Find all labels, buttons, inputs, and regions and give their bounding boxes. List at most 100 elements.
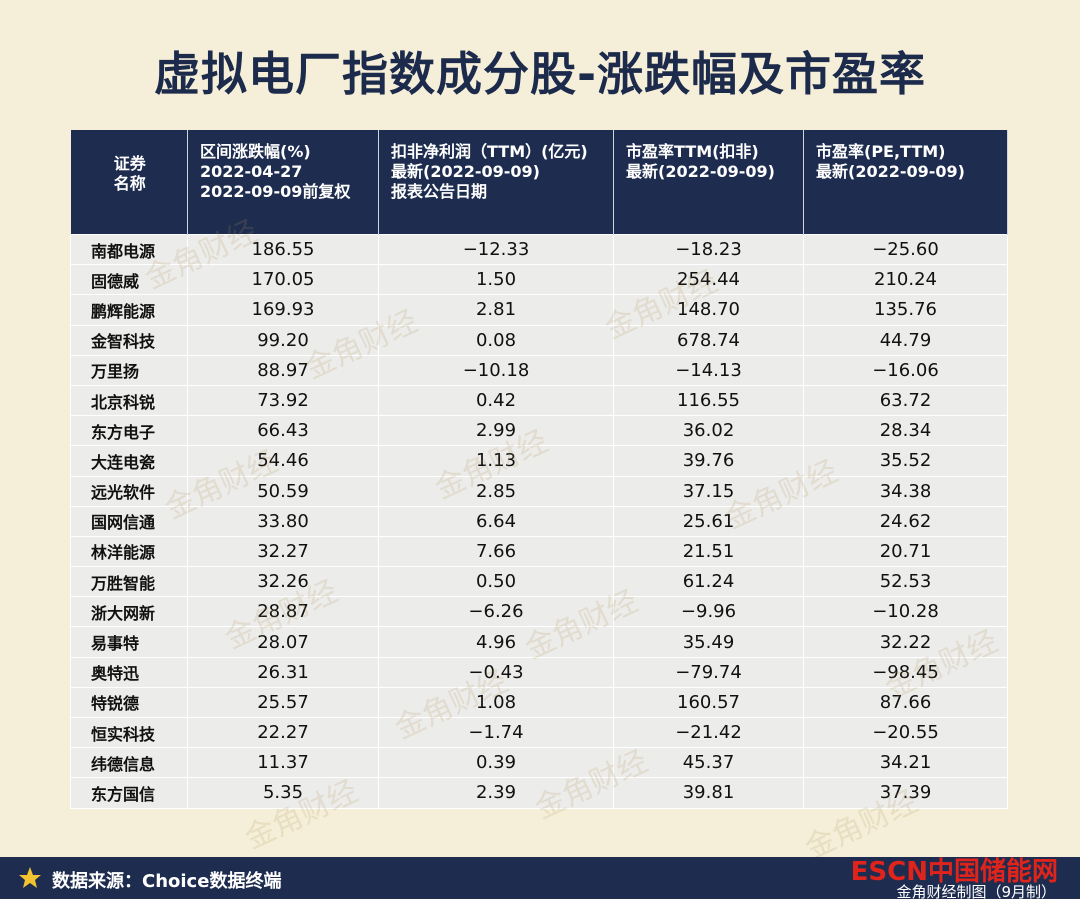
- table-row: 金智科技 99.20 0.08 678.74 44.79: [70, 324, 1008, 356]
- value-cell: −10.18: [378, 354, 614, 386]
- value-cell: 50.59: [187, 475, 379, 507]
- value-cell: 28.07: [187, 626, 379, 658]
- value-cell: −21.42: [613, 716, 804, 749]
- value-cell: 37.15: [613, 475, 804, 507]
- value-cell: 32.22: [803, 626, 1008, 658]
- name-cell: 金智科技: [70, 324, 188, 356]
- value-cell: 11.37: [187, 747, 379, 779]
- table-row: 国网信通 33.80 6.64 25.61 24.62: [70, 505, 1008, 537]
- value-cell: 32.26: [187, 566, 379, 598]
- header-line: 证券: [113, 154, 146, 173]
- value-cell: 44.79: [803, 324, 1008, 356]
- table-row: 东方国信 5.35 2.39 39.81 37.39: [70, 777, 1008, 809]
- footer: 数据来源：Choice数据终端 ESCN中国储能网 金角财经制图（9月制）: [0, 857, 1080, 899]
- value-cell: 135.76: [803, 294, 1008, 326]
- value-cell: 2.99: [378, 415, 614, 447]
- name-cell: 特锐德: [70, 686, 188, 719]
- header-line: 2022-09-09前复权: [200, 182, 351, 201]
- name-cell: 远光软件: [70, 475, 188, 507]
- table-row: 北京科锐 73.92 0.42 116.55 63.72: [70, 384, 1008, 417]
- value-cell: 148.70: [613, 294, 804, 326]
- name-cell: 易事特: [70, 626, 188, 658]
- source: 数据来源：Choice数据终端: [52, 871, 282, 892]
- header-line: 2022-04-27: [200, 162, 303, 181]
- header-line: 最新(2022-09-09): [816, 162, 965, 181]
- value-cell: 2.39: [378, 777, 614, 809]
- value-cell: 2.81: [378, 294, 614, 326]
- value-cell: −20.55: [803, 716, 1008, 749]
- logo: ESCN中国储能网: [850, 857, 1058, 887]
- name-cell: 奥特迅: [70, 656, 188, 688]
- value-cell: −6.26: [378, 596, 614, 628]
- value-cell: 24.62: [803, 505, 1008, 537]
- table-row: 奥特迅 26.31 −0.43 −79.74 −98.45: [70, 656, 1008, 688]
- table-row: 大连电瓷 54.46 1.13 39.76 35.52: [70, 445, 1008, 477]
- table-body: 南都电源 186.55 −12.33 −18.23 −25.60 固德威 170.05 1.5…: [70, 233, 1008, 809]
- name-cell: 大连电瓷: [70, 445, 188, 477]
- name-cell: 万胜智能: [70, 566, 188, 598]
- table-row: 恒实科技 22.27 −1.74 −21.42 −20.55: [70, 716, 1008, 749]
- value-cell: 210.24: [803, 264, 1008, 296]
- value-cell: 20.71: [803, 535, 1008, 568]
- value-cell: 35.49: [613, 626, 804, 658]
- value-cell: −12.33: [378, 233, 614, 266]
- value-cell: 0.39: [378, 747, 614, 779]
- table: 证券 名称 区间涨跌幅(%) 2022-04-27 2022-09-09前复权 扣非净利润…: [70, 130, 1008, 809]
- value-cell: 1.50: [378, 264, 614, 296]
- value-cell: −16.06: [803, 354, 1008, 386]
- name-cell: 纬德信息: [70, 747, 188, 779]
- value-cell: 21.51: [613, 535, 804, 568]
- credit: 金角财经制图（9月制）: [896, 883, 1056, 899]
- table-row: 万里扬 88.97 −10.18 −14.13 −16.06: [70, 354, 1008, 386]
- name-cell: 固德威: [70, 264, 188, 296]
- name-cell: 万里扬: [70, 354, 188, 386]
- value-cell: 0.50: [378, 566, 614, 598]
- value-cell: 34.21: [803, 747, 1008, 779]
- name-cell: 鹏辉能源: [70, 294, 188, 326]
- header-line: 名称: [113, 174, 146, 193]
- star-icon: [19, 867, 41, 888]
- header-cell: 证券 名称: [70, 130, 188, 235]
- value-cell: −14.13: [613, 354, 804, 386]
- value-cell: 33.80: [187, 505, 379, 537]
- name-cell: 东方国信: [70, 777, 188, 809]
- value-cell: 61.24: [613, 566, 804, 598]
- value-cell: 170.05: [187, 264, 379, 296]
- value-cell: 45.37: [613, 747, 804, 779]
- value-cell: −18.23: [613, 233, 804, 266]
- header-line: 扣非净利润（TTM）(亿元): [391, 142, 588, 161]
- value-cell: 254.44: [613, 264, 804, 296]
- value-cell: 66.43: [187, 415, 379, 447]
- value-cell: −9.96: [613, 596, 804, 628]
- table-row: 特锐德 25.57 1.08 160.57 87.66: [70, 686, 1008, 719]
- table-row: 远光软件 50.59 2.85 37.15 34.38: [70, 475, 1008, 507]
- value-cell: 169.93: [187, 294, 379, 326]
- value-cell: 0.42: [378, 384, 614, 417]
- table-row: 鹏辉能源 169.93 2.81 148.70 135.76: [70, 294, 1008, 326]
- name-cell: 浙大网新: [70, 596, 188, 628]
- value-cell: 26.31: [187, 656, 379, 688]
- value-cell: 25.57: [187, 686, 379, 719]
- value-cell: 7.66: [378, 535, 614, 568]
- value-cell: 0.08: [378, 324, 614, 356]
- table-row: 万胜智能 32.26 0.50 61.24 52.53: [70, 566, 1008, 598]
- value-cell: 160.57: [613, 686, 804, 719]
- value-cell: 186.55: [187, 233, 379, 266]
- value-cell: 39.81: [613, 777, 804, 809]
- value-cell: 63.72: [803, 384, 1008, 417]
- header-line: 市盈率(PE,TTM): [816, 142, 946, 161]
- header-cell: 区间涨跌幅(%) 2022-04-27 2022-09-09前复权: [187, 130, 379, 235]
- value-cell: −79.74: [613, 656, 804, 688]
- name-cell: 北京科锐: [70, 384, 188, 417]
- title: 虚拟电厂指数成分股-涨跌幅及市盈率: [153, 47, 927, 101]
- header-row: 证券 名称 区间涨跌幅(%) 2022-04-27 2022-09-09前复权 扣非净利润…: [70, 130, 1008, 235]
- header-line: 最新(2022-09-09): [391, 162, 540, 181]
- value-cell: 678.74: [613, 324, 804, 356]
- table-row: 浙大网新 28.87 −6.26 −9.96 −10.28: [70, 596, 1008, 628]
- value-cell: 87.66: [803, 686, 1008, 719]
- value-cell: 35.52: [803, 445, 1008, 477]
- value-cell: 6.64: [378, 505, 614, 537]
- value-cell: 116.55: [613, 384, 804, 417]
- value-cell: 52.53: [803, 566, 1008, 598]
- table-row: 纬德信息 11.37 0.39 45.37 34.21: [70, 747, 1008, 779]
